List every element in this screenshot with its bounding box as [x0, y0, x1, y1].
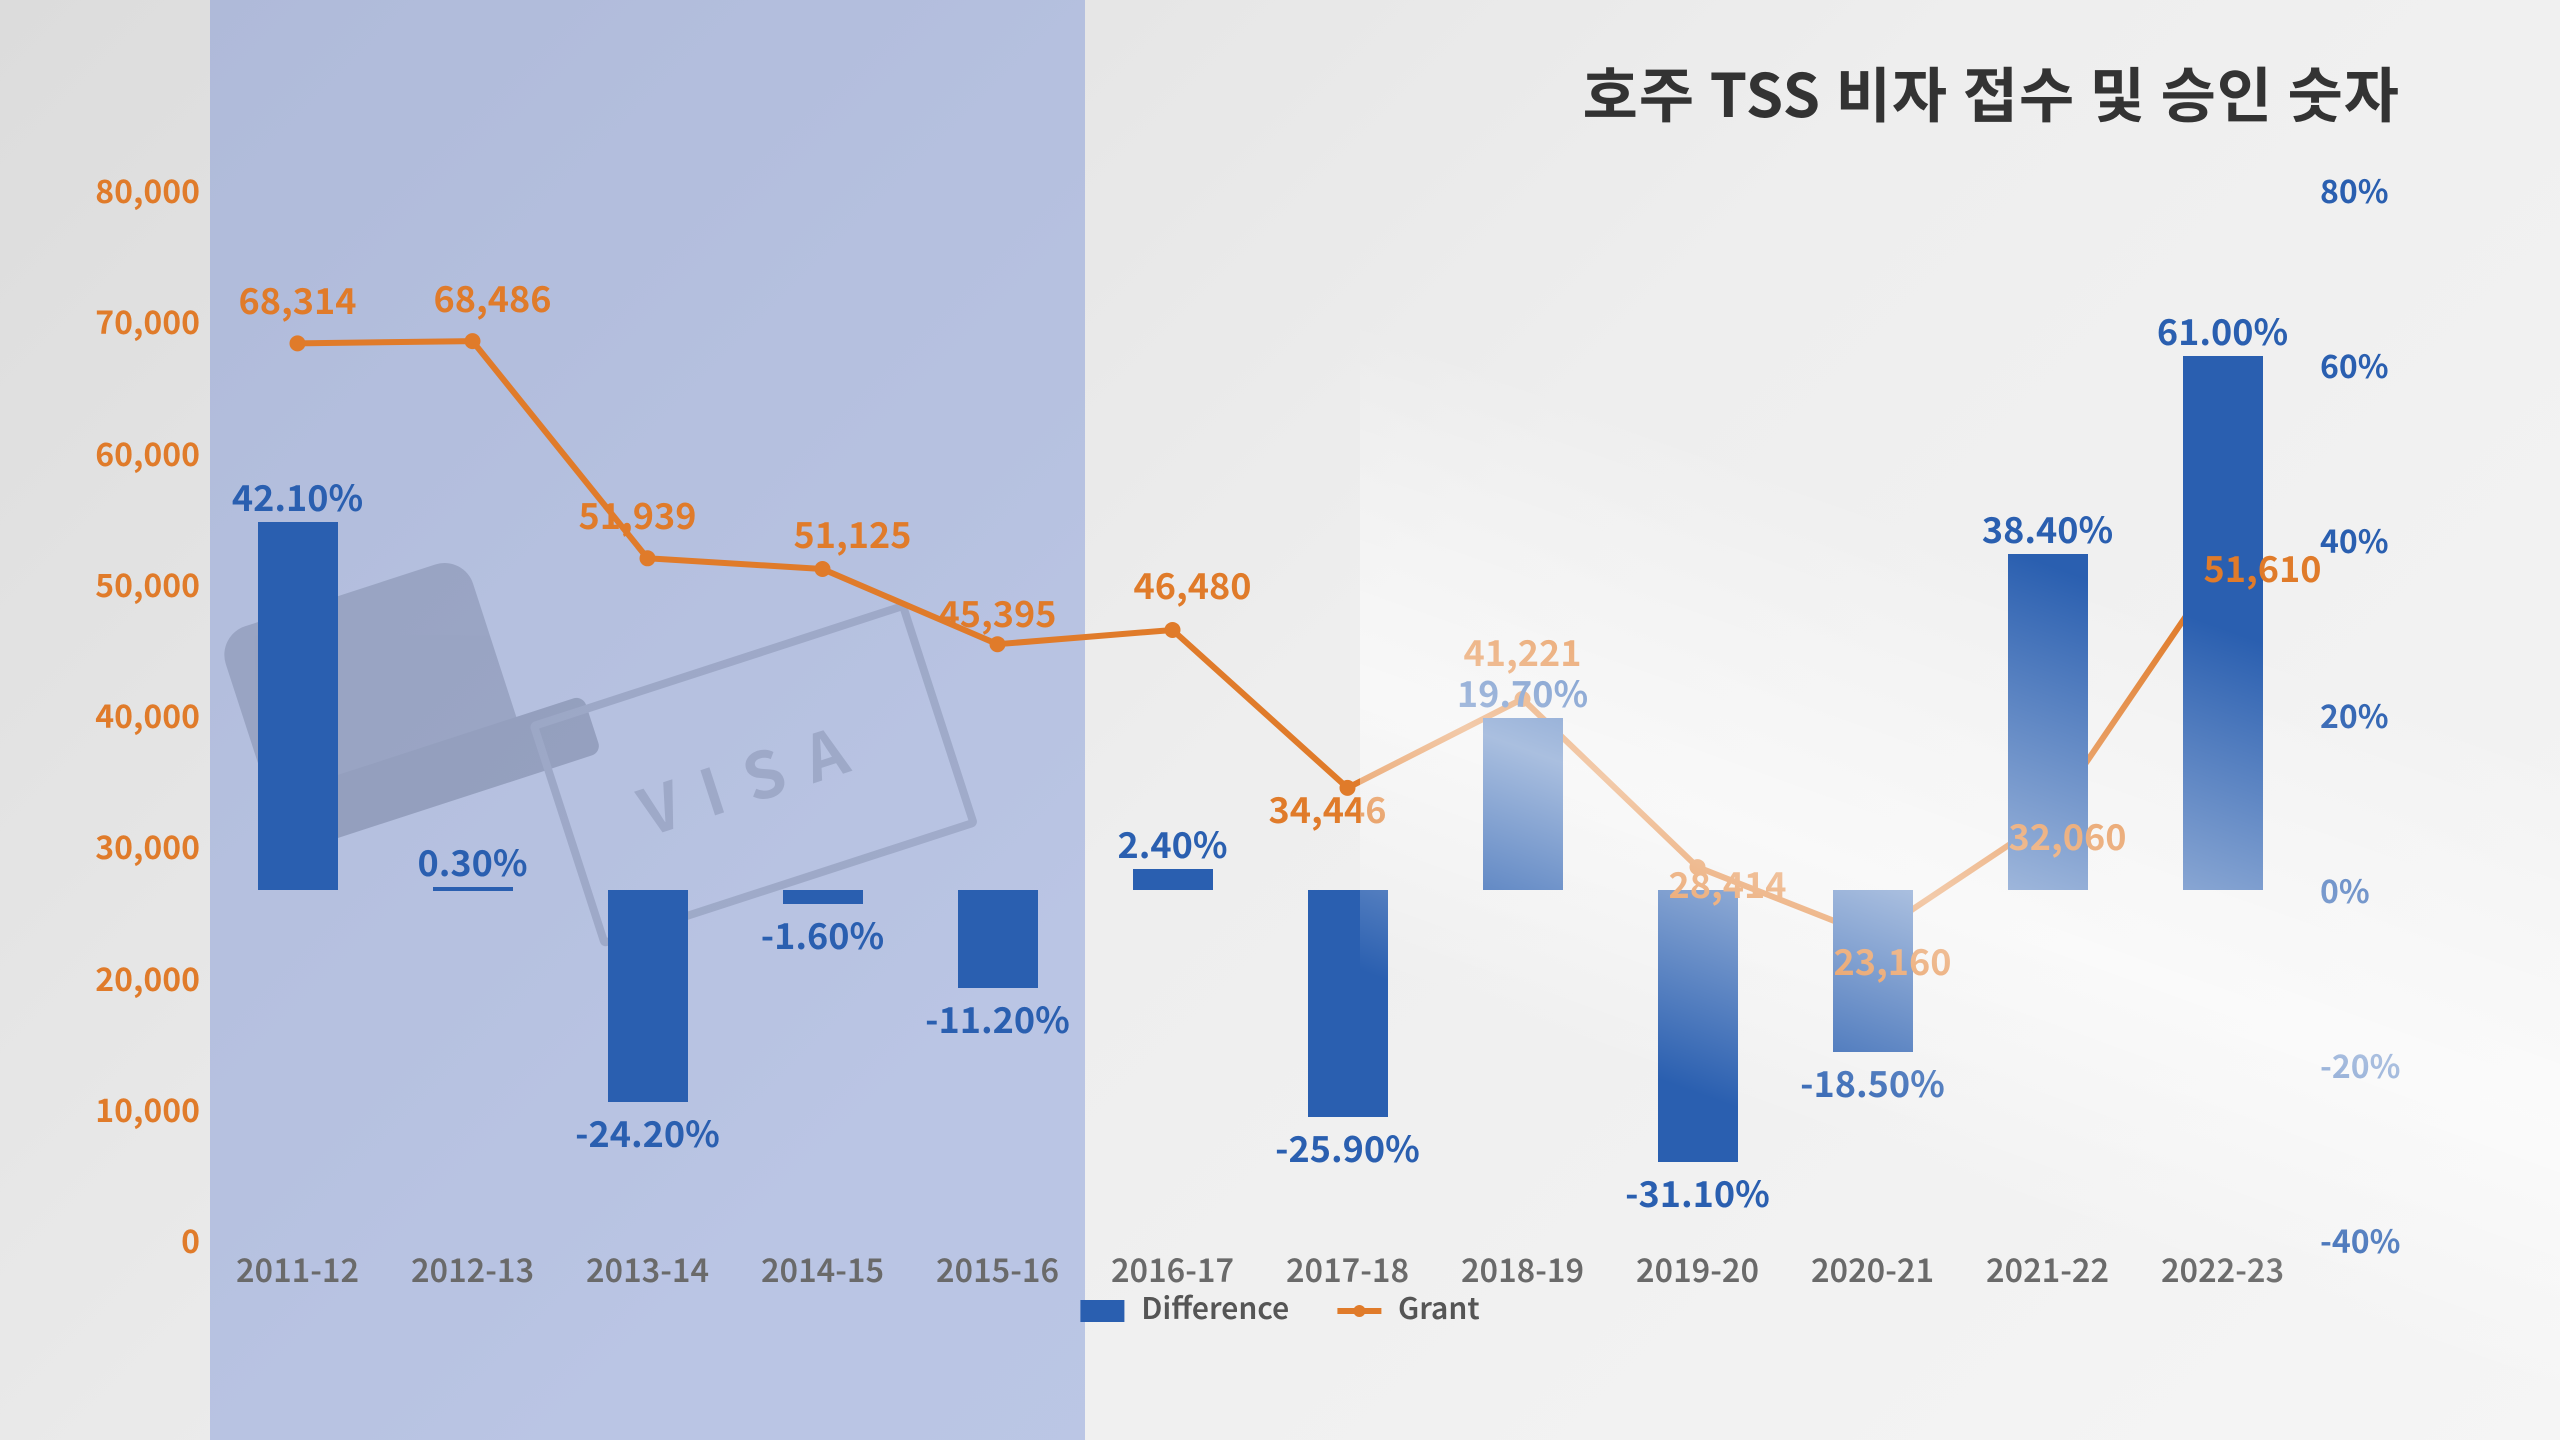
difference-label: -24.20% [575, 1106, 720, 1158]
difference-label: 2.40% [1117, 817, 1227, 869]
x-tick: 2015-16 [936, 1246, 1059, 1292]
grant-label: 51,125 [794, 507, 912, 559]
x-tick: 2012-13 [411, 1246, 534, 1292]
grant-label: 34,446 [1269, 782, 1387, 834]
difference-bar [1658, 890, 1738, 1162]
difference-bar [1483, 718, 1563, 890]
y-right-tick: 80% [2320, 167, 2389, 213]
difference-label: -11.20% [925, 992, 1070, 1044]
chart-title: 호주 TSS 비자 접수 및 승인 숫자 [1583, 48, 2400, 135]
chart-area: 0 10,000 20,000 30,000 40,000 50,000 60,000 70,… [70, 160, 2490, 1340]
y-right-tick: 40% [2320, 517, 2389, 563]
difference-bar [958, 890, 1038, 988]
grant-line [210, 190, 2310, 1240]
y-right-tick: 60% [2320, 342, 2389, 388]
y-left-tick: 80,000 [95, 167, 200, 213]
y-left-tick: 70,000 [95, 298, 200, 344]
difference-label: -25.90% [1275, 1121, 1420, 1173]
difference-label: -31.10% [1625, 1166, 1770, 1218]
grant-label: 68,486 [434, 271, 552, 323]
difference-label: 42.10% [232, 470, 363, 522]
y-left-tick: 0 [181, 1217, 200, 1263]
legend-label-difference: Difference [1141, 1284, 1289, 1328]
difference-bar [1308, 890, 1388, 1117]
x-tick: 2013-14 [586, 1246, 709, 1292]
difference-label: -1.60% [761, 908, 884, 960]
legend: Difference Grant [1080, 1284, 1479, 1328]
legend-swatch-bar [1080, 1300, 1124, 1322]
grant-label: 28,414 [1669, 857, 1787, 909]
difference-bar [1133, 869, 1213, 890]
difference-label: 0.30% [417, 835, 527, 887]
y-left-tick: 30,000 [95, 823, 200, 869]
x-tick: 2019-20 [1636, 1246, 1759, 1292]
y-left-tick: 40,000 [95, 692, 200, 738]
plot-area: 010,00020,00030,00040,00050,00060,00070,… [210, 190, 2310, 1240]
difference-bar [258, 522, 338, 890]
x-tick: 2014-15 [761, 1246, 884, 1292]
grant-label: 51,939 [579, 488, 697, 540]
y-right-tick: -20% [2320, 1042, 2400, 1088]
x-tick: 2020-21 [1811, 1246, 1934, 1292]
difference-bar [433, 887, 513, 891]
y-right-tick: 20% [2320, 692, 2389, 738]
difference-label: -18.50% [1800, 1056, 1945, 1108]
grant-label: 32,060 [2009, 809, 2127, 861]
grant-label: 46,480 [1134, 558, 1252, 610]
legend-item-difference: Difference [1080, 1284, 1289, 1328]
difference-label: 61.00% [2157, 304, 2288, 356]
grant-label: 68,314 [239, 273, 357, 325]
x-tick: 2021-22 [1986, 1246, 2109, 1292]
y-right-tick: -40% [2320, 1217, 2400, 1263]
y-left-tick: 60,000 [95, 430, 200, 476]
x-tick: 2022-23 [2161, 1246, 2284, 1292]
y-right-tick: 0% [2320, 867, 2370, 913]
difference-bar [608, 890, 688, 1102]
y-left-tick: 50,000 [95, 561, 200, 607]
x-tick: 2011-12 [236, 1246, 359, 1292]
difference-label: 38.40% [1982, 502, 2113, 554]
y-left-tick: 20,000 [95, 955, 200, 1001]
grant-label: 41,221 [1464, 625, 1582, 677]
legend-swatch-line [1337, 1308, 1381, 1314]
legend-item-grant: Grant [1337, 1284, 1479, 1328]
difference-bar [783, 890, 863, 904]
difference-bar [2183, 356, 2263, 890]
grant-label: 51,610 [2204, 541, 2322, 593]
grant-label: 23,160 [1834, 934, 1952, 986]
slide: VISA 호주 TSS 비자 접수 및 승인 숫자 010,00020,0003… [0, 0, 2560, 1440]
y-left-tick: 10,000 [95, 1086, 200, 1132]
grant-label: 45,395 [939, 586, 1057, 638]
legend-label-grant: Grant [1398, 1284, 1480, 1328]
